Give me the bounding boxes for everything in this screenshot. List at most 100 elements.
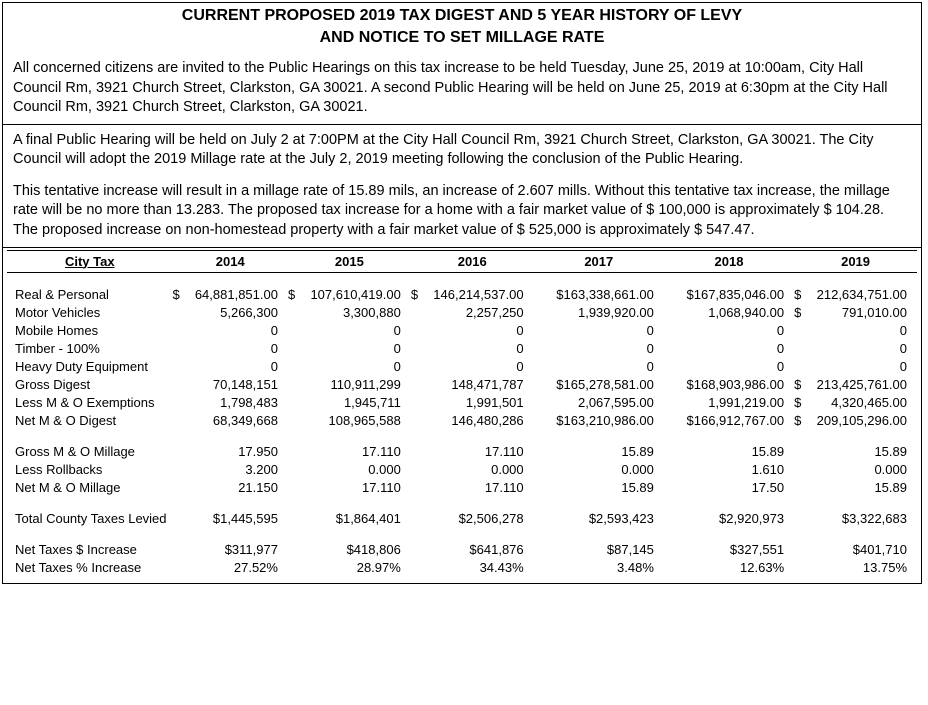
cell-value: $165,278,581.00 xyxy=(548,376,664,394)
dollar-sign xyxy=(173,376,187,394)
cell-value: 0 xyxy=(808,340,917,358)
table-row: Less Rollbacks3.2000.0000.0000.0001.6100… xyxy=(7,461,917,479)
dollar-sign xyxy=(288,443,302,461)
cell-value: 34.43% xyxy=(425,559,534,577)
cell-value: 209,105,296.00 xyxy=(808,412,917,430)
dollar-sign xyxy=(288,340,302,358)
cell-value: 1.610 xyxy=(678,461,794,479)
dollar-sign xyxy=(664,559,678,577)
table-wrap: City Tax 2014 2015 2016 2017 2018 2019 R… xyxy=(3,248,921,583)
paragraph-2: A final Public Hearing will be held on J… xyxy=(3,125,921,176)
row-label: Net M & O Millage xyxy=(7,479,173,497)
dollar-sign xyxy=(794,479,808,497)
cell-value: 148,471,787 xyxy=(425,376,534,394)
cell-value: $1,445,595 xyxy=(187,510,288,528)
table-row: Real & Personal$64,881,851.00$107,610,41… xyxy=(7,286,917,304)
cell-value: 15.89 xyxy=(678,443,794,461)
dollar-sign: $ xyxy=(173,286,187,304)
dollar-sign xyxy=(173,340,187,358)
dollar-sign xyxy=(794,541,808,559)
dollar-sign xyxy=(534,541,548,559)
cell-value: 213,425,761.00 xyxy=(808,376,917,394)
cell-value: $163,210,986.00 xyxy=(548,412,664,430)
cell-value: 17.110 xyxy=(425,443,534,461)
cell-value: 1,068,940.00 xyxy=(678,304,794,322)
dollar-sign: $ xyxy=(794,376,808,394)
row-label: Motor Vehicles xyxy=(7,304,173,322)
dollar-sign xyxy=(411,510,425,528)
cell-value: 1,945,711 xyxy=(302,394,411,412)
dollar-sign xyxy=(288,461,302,479)
dollar-sign xyxy=(288,394,302,412)
cell-value: 17.950 xyxy=(187,443,288,461)
spacer-row xyxy=(7,528,917,541)
dollar-sign xyxy=(411,394,425,412)
dollar-sign xyxy=(288,510,302,528)
cell-value: $401,710 xyxy=(808,541,917,559)
cell-value: $311,977 xyxy=(187,541,288,559)
dollar-sign xyxy=(411,376,425,394)
cell-value: 17.110 xyxy=(302,479,411,497)
cell-value: 1,991,219.00 xyxy=(678,394,794,412)
table-header-row: City Tax 2014 2015 2016 2017 2018 2019 xyxy=(7,250,917,272)
cell-value: 0 xyxy=(678,340,794,358)
dollar-sign xyxy=(173,559,187,577)
dollar-sign xyxy=(288,412,302,430)
dollar-sign xyxy=(288,376,302,394)
header-year-2019: 2019 xyxy=(794,250,917,272)
dollar-sign xyxy=(534,559,548,577)
dollar-sign xyxy=(173,412,187,430)
cell-value: 21.150 xyxy=(187,479,288,497)
dollar-sign: $ xyxy=(411,286,425,304)
cell-value: 0 xyxy=(187,358,288,376)
row-label: Less Rollbacks xyxy=(7,461,173,479)
cell-value: 110,911,299 xyxy=(302,376,411,394)
dollar-sign xyxy=(534,479,548,497)
cell-value: 0 xyxy=(302,358,411,376)
dollar-sign xyxy=(411,340,425,358)
cell-value: $418,806 xyxy=(302,541,411,559)
cell-value: 4,320,465.00 xyxy=(808,394,917,412)
row-label: Net Taxes % Increase xyxy=(7,559,173,577)
cell-value: 12.63% xyxy=(678,559,794,577)
cell-value: $87,145 xyxy=(548,541,664,559)
cell-value: 1,939,920.00 xyxy=(548,304,664,322)
cell-value: 0 xyxy=(548,358,664,376)
dollar-sign xyxy=(534,286,548,304)
cell-value: 0 xyxy=(302,322,411,340)
cell-value: 2,067,595.00 xyxy=(548,394,664,412)
cell-value: 15.89 xyxy=(808,479,917,497)
cell-value: 13.75% xyxy=(808,559,917,577)
dollar-sign xyxy=(794,322,808,340)
header-year-2018: 2018 xyxy=(664,250,794,272)
dollar-sign xyxy=(411,541,425,559)
table-row: Net M & O Digest68,349,668108,965,588146… xyxy=(7,412,917,430)
dollar-sign: $ xyxy=(794,394,808,412)
header-year-2017: 2017 xyxy=(534,250,664,272)
cell-value: 0 xyxy=(187,322,288,340)
dollar-sign xyxy=(664,340,678,358)
dollar-sign xyxy=(534,358,548,376)
row-label: Real & Personal xyxy=(7,286,173,304)
dollar-sign xyxy=(173,322,187,340)
dollar-sign xyxy=(534,461,548,479)
dollar-sign xyxy=(664,358,678,376)
spacer-row xyxy=(7,497,917,510)
cell-value: 0 xyxy=(187,340,288,358)
table-row: Total County Taxes Levied$1,445,595$1,86… xyxy=(7,510,917,528)
header-year-2015: 2015 xyxy=(288,250,411,272)
cell-value: 64,881,851.00 xyxy=(187,286,288,304)
cell-value: 28.97% xyxy=(302,559,411,577)
cell-value: 1,798,483 xyxy=(187,394,288,412)
dollar-sign xyxy=(173,304,187,322)
spacer-row xyxy=(7,272,917,286)
dollar-sign xyxy=(794,510,808,528)
dollar-sign xyxy=(534,443,548,461)
cell-value: 5,266,300 xyxy=(187,304,288,322)
cell-value: 0 xyxy=(808,358,917,376)
dollar-sign xyxy=(411,479,425,497)
cell-value: 0.000 xyxy=(808,461,917,479)
table-row: Net Taxes % Increase27.52%28.97%34.43%3.… xyxy=(7,559,917,577)
dollar-sign xyxy=(664,443,678,461)
dollar-sign xyxy=(411,443,425,461)
